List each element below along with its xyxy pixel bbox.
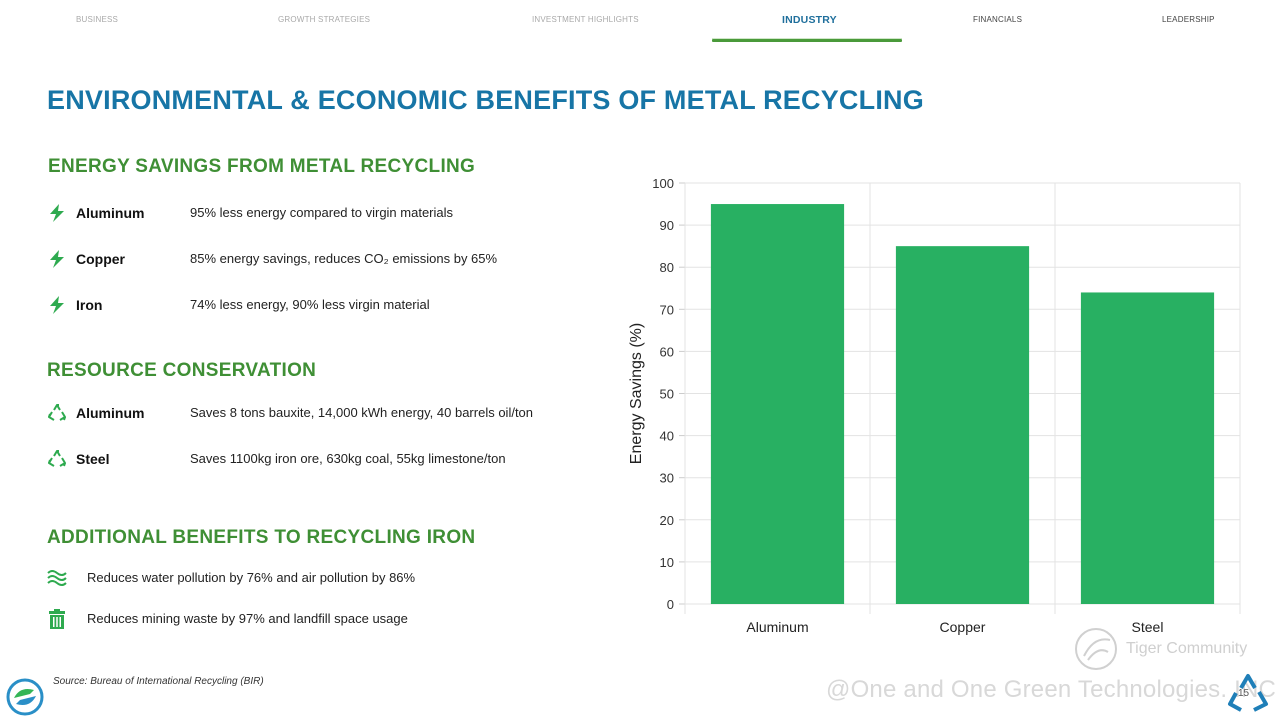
company-logo: [6, 678, 44, 716]
y-tick-label: 50: [660, 387, 674, 402]
list-item: Aluminum 95% less energy compared to vir…: [47, 203, 607, 225]
energy-heading: ENERGY SAVINGS FROM METAL RECYCLING: [48, 156, 476, 177]
item-desc: Reduces water pollution by 76% and air p…: [87, 570, 416, 585]
tab-growth-strategies[interactable]: GROWTH STRATEGIES: [278, 15, 371, 24]
top-nav: BUSINESS GROWTH STRATEGIES INVESTMENT HI…: [0, 0, 1280, 44]
tab-financials[interactable]: FINANCIALS: [973, 15, 1023, 24]
recycle-icon: [47, 449, 67, 469]
item-name: Aluminum: [76, 205, 145, 221]
energy-savings-chart: 0 10 20 30 40 50 60 70 80 90 100 Aluminum Copper Stee…: [628, 176, 1241, 635]
tab-industry[interactable]: INDUSTRY: [782, 14, 837, 26]
list-item: Aluminum Saves 8 tons bauxite, 14,000 kW…: [47, 403, 607, 425]
item-name: Aluminum: [76, 405, 145, 421]
item-name: Copper: [76, 251, 125, 267]
additional-heading: ADDITIONAL BENEFITS TO RECYCLING IRON: [47, 527, 476, 548]
y-tick-label: 90: [660, 218, 674, 233]
water-icon: [47, 568, 67, 588]
item-desc: 85% energy savings, reduces CO₂ emission…: [190, 251, 498, 266]
y-tick-label: 0: [667, 597, 674, 612]
active-tab-indicator: [712, 38, 902, 42]
x-tick-label: Copper: [940, 619, 986, 635]
list-item: Reduces mining waste by 97% and landfill…: [47, 609, 607, 631]
y-tick-label: 100: [652, 176, 674, 191]
x-tick-label: Aluminum: [746, 619, 808, 635]
item-desc: Reduces mining waste by 97% and landfill…: [87, 611, 408, 626]
y-tick-label: 60: [660, 344, 674, 359]
bar-aluminum: [710, 204, 845, 605]
tiger-label: Tiger Community: [1126, 640, 1248, 657]
y-tick-label: 80: [660, 260, 674, 275]
y-axis-label: Energy Savings (%): [628, 323, 645, 464]
y-tick-label: 30: [660, 471, 674, 486]
item-desc: Saves 1100kg iron ore, 630kg coal, 55kg …: [190, 451, 506, 466]
y-tick-label: 70: [660, 302, 674, 317]
y-tick-label: 20: [660, 513, 674, 528]
recycle-icon: [47, 403, 67, 423]
bolt-icon: [47, 295, 67, 315]
list-item: Copper 85% energy savings, reduces CO₂ e…: [47, 249, 607, 271]
item-name: Steel: [76, 451, 110, 467]
bolt-icon: [47, 203, 67, 223]
item-desc: Saves 8 tons bauxite, 14,000 kWh energy,…: [190, 405, 534, 420]
bar-copper: [895, 246, 1030, 604]
item-desc: 95% less energy compared to virgin mater…: [190, 205, 454, 220]
copyright-watermark: @One and One Green Technologies. INC: [826, 676, 1277, 703]
tab-business[interactable]: BUSINESS: [76, 15, 119, 24]
page-title: ENVIRONMENTAL & ECONOMIC BENEFITS OF MET…: [47, 85, 924, 115]
y-tick-label: 40: [660, 429, 674, 444]
bar-steel: [1080, 292, 1215, 604]
tab-investment-highlights[interactable]: INVESTMENT HIGHLIGHTS: [532, 15, 639, 24]
item-name: Iron: [76, 297, 103, 313]
tiger-community-watermark: Tiger Community: [1074, 626, 1264, 672]
resource-heading: RESOURCE CONSERVATION: [47, 360, 317, 381]
list-item: Iron 74% less energy, 90% less virgin ma…: [47, 295, 607, 317]
tiger-logo-icon: [1075, 628, 1117, 670]
source-note: Source: Bureau of International Recyclin…: [53, 676, 264, 687]
recycle-logo-icon: [1226, 672, 1270, 716]
x-tick-label: Steel: [1132, 619, 1164, 635]
y-tick-label: 10: [660, 555, 674, 570]
bolt-icon: [47, 249, 67, 269]
item-desc: 74% less energy, 90% less virgin materia…: [190, 297, 430, 312]
list-item: Steel Saves 1100kg iron ore, 630kg coal,…: [47, 449, 607, 471]
trash-icon: [47, 609, 67, 629]
tab-leadership[interactable]: LEADERSHIP: [1162, 15, 1215, 24]
list-item: Reduces water pollution by 76% and air p…: [47, 568, 607, 590]
page-number: 15: [1238, 688, 1250, 699]
